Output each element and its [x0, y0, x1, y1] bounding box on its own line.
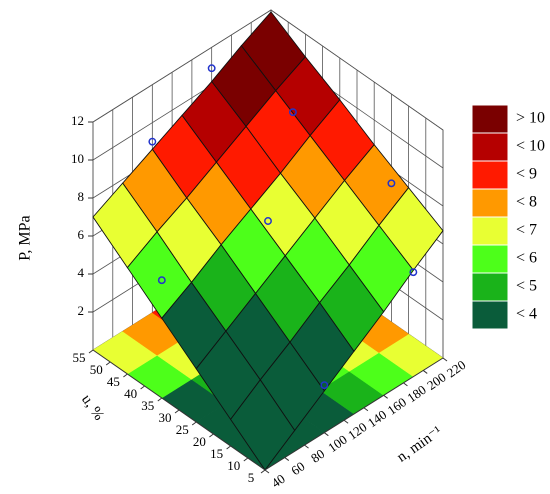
y-tick-label: 10: [227, 458, 240, 473]
y-tick: [140, 385, 145, 390]
y-tick-label: 15: [210, 446, 223, 461]
legend-swatch: [471, 160, 509, 190]
legend-label: > 10: [516, 110, 545, 127]
y-tick-label: 35: [141, 398, 154, 413]
y-tick: [191, 421, 197, 426]
legend-swatch: [471, 216, 509, 246]
data-point: [409, 268, 418, 277]
x-tick: [403, 382, 408, 387]
legend-label: < 5: [516, 278, 537, 295]
x-tick-label: 100: [325, 432, 350, 455]
y-tick: [226, 445, 231, 450]
y-tick-label: 25: [176, 422, 189, 437]
y-tick-label: 5: [248, 470, 255, 485]
x-tick: [284, 457, 290, 461]
z-tick-label: 12: [71, 113, 84, 128]
data-point: [320, 381, 329, 390]
x-tick: [363, 407, 369, 412]
data-point: [288, 108, 297, 117]
y-tick: [105, 361, 111, 366]
z-tick-label: 6: [78, 227, 85, 242]
y-tick: [209, 433, 214, 438]
z-tick-label: 10: [71, 151, 84, 166]
x-tick-label: 200: [424, 369, 449, 392]
legend-label: < 9: [516, 166, 537, 183]
x-axis-title: n, min⁻¹: [394, 423, 445, 465]
x-tick: [304, 444, 309, 449]
y-tick-label: 55: [73, 350, 86, 365]
data-point: [148, 137, 157, 146]
x-tick-label: 80: [308, 446, 327, 466]
y-tick: [243, 457, 249, 462]
data-point: [207, 64, 216, 73]
z-tick-label: 2: [78, 303, 85, 318]
y-tick: [123, 373, 128, 378]
x-axis-line: [264, 357, 444, 471]
y-tick-label: 45: [107, 374, 120, 389]
x-tick-label: 120: [345, 419, 370, 442]
y-tick: [174, 409, 180, 414]
z-tick-label: 4: [78, 265, 85, 280]
legend-swatch: [471, 104, 509, 134]
x-tick-label: 140: [365, 407, 390, 430]
y-tick: [88, 349, 94, 354]
x-tick: [383, 394, 388, 399]
legend-label: < 4: [516, 306, 537, 323]
legend-label: < 7: [516, 222, 537, 239]
x-tick: [264, 469, 270, 474]
data-point: [387, 179, 396, 188]
x-tick-label: 160: [385, 394, 410, 417]
y-tick: [260, 469, 266, 474]
z-axis-title: P, MPa: [17, 215, 34, 260]
y-axis-title: u, %: [78, 392, 107, 424]
y-tick-label: 30: [159, 410, 172, 425]
data-point: [157, 276, 166, 285]
x-tick-label: 60: [288, 458, 307, 478]
legend-label: < 6: [516, 250, 537, 267]
data-points: [148, 64, 418, 390]
x-tick: [324, 432, 329, 437]
y-tick-label: 20: [193, 434, 206, 449]
legend: > 10 < 10 < 9 < 8 < 7 < 6 < 5 < 4: [471, 104, 545, 330]
y-tick-label: 40: [124, 386, 137, 401]
legend-swatch: [471, 188, 509, 218]
y-tick-label: 50: [90, 362, 103, 377]
legend-swatch: [471, 300, 509, 330]
legend-label: < 10: [516, 138, 545, 155]
legend-swatch: [471, 272, 509, 302]
x-tick-label: 40: [269, 471, 288, 489]
z-tick-label: 8: [78, 189, 85, 204]
x-tick: [422, 370, 428, 374]
legend-label: < 8: [516, 194, 537, 211]
legend-swatch: [471, 132, 509, 162]
x-tick: [343, 419, 349, 424]
data-point: [264, 217, 272, 225]
x-tick-label: 180: [404, 382, 429, 405]
y-tick: [157, 397, 163, 402]
surface-cell: [230, 379, 296, 471]
legend-swatch: [471, 244, 509, 274]
surface: [92, 11, 444, 471]
x-tick-label: 220: [444, 357, 469, 380]
x-tick: [442, 357, 448, 362]
